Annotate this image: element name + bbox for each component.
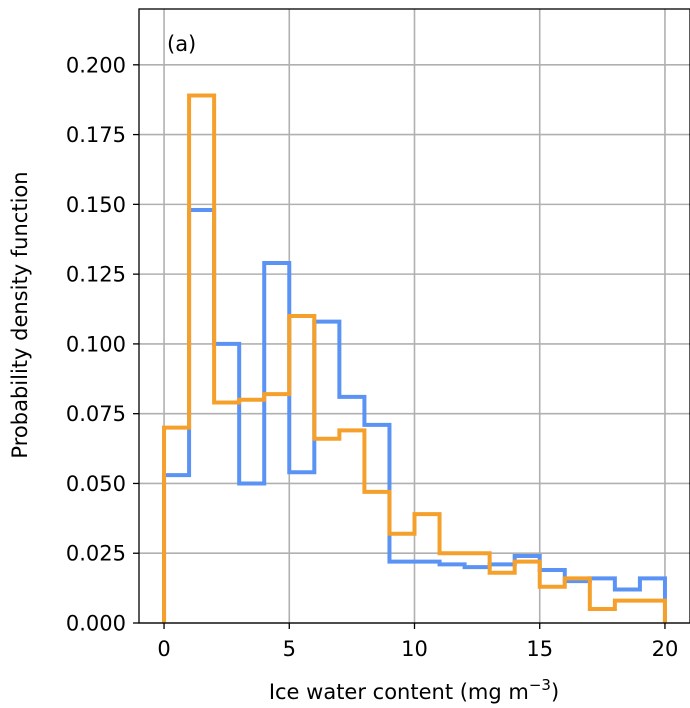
y-tick-label: 0.125 (66, 263, 126, 287)
y-tick-label: 0.150 (66, 193, 126, 217)
x-axis-title-main: Ice water content (mg m (269, 680, 529, 704)
y-tick-label: 0.175 (66, 123, 126, 147)
y-tick-label: 0.100 (66, 332, 126, 356)
y-axis-title: Probability density function (8, 171, 32, 458)
x-axis-title: Ice water content (mg m−3) (269, 676, 559, 704)
x-tick-label: 15 (526, 637, 553, 661)
y-tick-label: 0.200 (66, 53, 126, 77)
x-tick-label: 5 (283, 637, 296, 661)
y-tick-label: 0.000 (66, 612, 126, 636)
y-tick-label: 0.050 (66, 472, 126, 496)
panel-label: (a) (167, 32, 196, 56)
x-axis-title-exponent: −3 (529, 676, 551, 694)
series-group (162, 93, 667, 623)
x-tick-label: 0 (157, 637, 170, 661)
x-tick-label: 10 (401, 637, 428, 661)
y-tick-label: 0.075 (66, 402, 126, 426)
ticks: 0 5 10 15 20 0.000 0.025 0.050 0.075 0.100 0.125 0.… (66, 53, 678, 661)
x-tick-label: 20 (652, 637, 679, 661)
x-axis-title-close: ) (551, 680, 559, 704)
y-tick-label: 0.025 (66, 542, 126, 566)
series-2-step-line (162, 93, 667, 623)
